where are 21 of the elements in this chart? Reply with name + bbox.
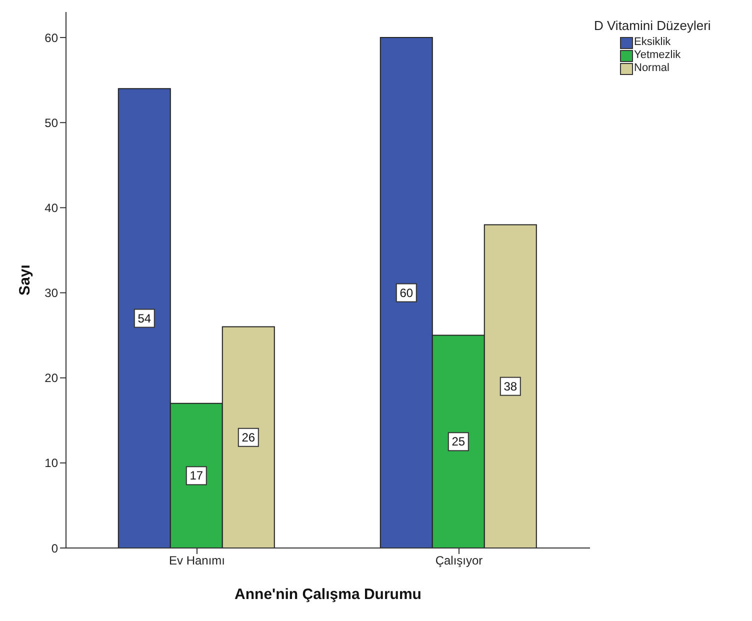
data-label: 54 [138, 311, 152, 326]
legend-label: Yetmezlik [634, 49, 681, 62]
y-tick-label: 40 [44, 200, 58, 215]
data-label: 38 [504, 379, 518, 394]
x-tick-label: Çalışıyor [435, 554, 483, 568]
data-label: 17 [190, 468, 204, 483]
data-label: 26 [242, 430, 256, 444]
y-tick-label: 60 [44, 30, 58, 45]
data-label: 60 [400, 286, 414, 300]
legend-title: D Vitamini Düzeyleri [594, 18, 712, 33]
legend-label: Normal [634, 62, 670, 75]
y-tick-label: 10 [44, 456, 58, 470]
x-tick-label: Ev Hanımı [168, 554, 226, 568]
y-tick-label: 0 [51, 541, 58, 556]
y-tick-label: 30 [44, 286, 58, 300]
legend-label: Eksiklik [634, 36, 671, 49]
y-tick-label: 20 [44, 371, 58, 386]
x-axis-title: Anne'nin Çalışma Durumu [234, 586, 422, 603]
y-tick-label: 50 [44, 116, 58, 130]
y-axis-title: Sayı [16, 264, 34, 296]
data-label: 25 [452, 434, 466, 449]
